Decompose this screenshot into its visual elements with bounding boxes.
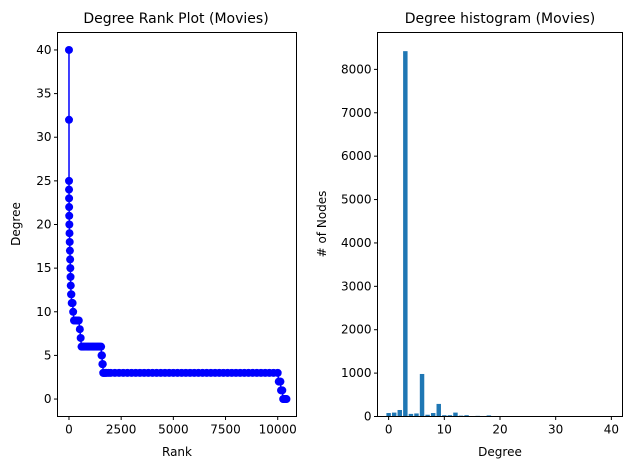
rank-plot-xlabel: Rank <box>162 445 192 459</box>
histogram-ytick-label: 3000 <box>341 279 372 293</box>
histogram-ylabel: # of Nodes <box>315 191 329 258</box>
rank-point <box>276 378 284 386</box>
histogram-xtick-label: 20 <box>492 423 507 437</box>
rank-point <box>282 395 290 403</box>
rank-point <box>69 308 77 316</box>
histogram-bar <box>403 51 407 416</box>
rank-plot-xtick-label: 2500 <box>106 423 137 437</box>
histogram-bar <box>453 413 457 417</box>
rank-point <box>65 177 73 185</box>
rank-point <box>75 317 83 325</box>
rank-point <box>274 369 282 377</box>
histogram-bar <box>420 374 424 417</box>
histogram-xlabel: Degree <box>478 445 522 459</box>
rank-point <box>76 325 84 333</box>
rank-point <box>67 273 75 281</box>
rank-point <box>66 229 74 237</box>
rank-plot-ytick-label: 0 <box>44 392 52 406</box>
histogram-bar <box>398 410 402 417</box>
rank-plot-xtick-label: 5000 <box>158 423 189 437</box>
rank-point <box>66 264 74 272</box>
rank-point <box>66 255 74 263</box>
rank-point <box>65 203 73 211</box>
rank-point <box>97 343 105 351</box>
histogram-xtick-label: 0 <box>385 423 393 437</box>
histogram-xtick-label: 10 <box>437 423 452 437</box>
rank-point <box>65 221 73 229</box>
histogram-title: Degree histogram (Movies) <box>405 11 595 27</box>
rank-point <box>66 247 74 255</box>
rank-point <box>278 386 286 394</box>
rank-point <box>67 282 75 290</box>
histogram-ytick-label: 4000 <box>341 236 372 250</box>
histogram-bar <box>431 413 435 416</box>
rank-point <box>69 299 77 307</box>
rank-point <box>77 334 85 342</box>
rank-point <box>66 238 74 246</box>
rank-plot-title: Degree Rank Plot (Movies) <box>83 11 268 27</box>
histogram-bar <box>386 413 390 416</box>
rank-point <box>99 360 107 368</box>
histogram-ytick-label: 5000 <box>341 193 372 207</box>
rank-point <box>67 290 75 298</box>
rank-plot-ytick-label: 15 <box>36 261 51 275</box>
rank-point <box>65 46 73 54</box>
histogram-bar <box>392 413 396 417</box>
histogram-xtick-label: 40 <box>604 423 619 437</box>
rank-plot-ytick-label: 10 <box>36 305 51 319</box>
rank-plot-ytick-label: 20 <box>36 218 51 232</box>
rank-plot-ytick-label: 25 <box>36 174 51 188</box>
rank-point <box>98 351 106 359</box>
rank-plot-xtick-label: 7500 <box>210 423 241 437</box>
rank-plot-ytick-label: 40 <box>36 43 51 57</box>
rank-plot-ylabel: Degree <box>9 202 23 246</box>
histogram-ytick-label: 6000 <box>341 149 372 163</box>
rank-point <box>65 186 73 194</box>
rank-point <box>65 212 73 220</box>
histogram-ytick-label: 7000 <box>341 106 372 120</box>
rank-plot-xtick-label: 10000 <box>259 423 297 437</box>
histogram-ytick-label: 0 <box>364 410 372 424</box>
rank-plot-ytick-label: 30 <box>36 130 51 144</box>
histogram-ytick-label: 2000 <box>341 323 372 337</box>
rank-plot-ytick-label: 35 <box>36 87 51 101</box>
rank-point <box>65 194 73 202</box>
histogram-ytick-label: 8000 <box>341 62 372 76</box>
histogram-ytick-label: 1000 <box>341 366 372 380</box>
histogram-bar <box>437 404 441 417</box>
rank-point <box>65 116 73 124</box>
rank-plot-xtick-label: 0 <box>65 423 73 437</box>
rank-plot-ytick-label: 5 <box>44 348 52 362</box>
histogram-xtick-label: 30 <box>548 423 563 437</box>
